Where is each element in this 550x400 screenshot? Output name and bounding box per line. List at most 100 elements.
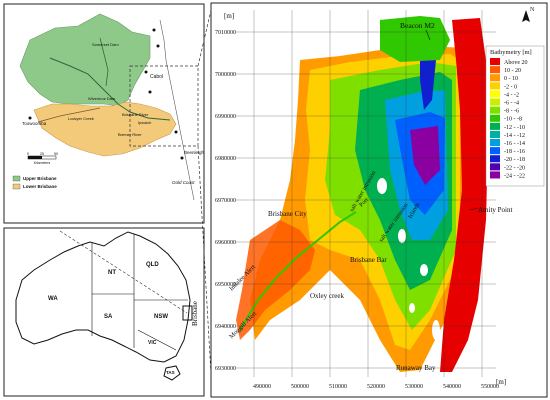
y-tick: 6990000 (215, 114, 236, 120)
y-tick: 6970000 (215, 198, 236, 204)
legend-swatch (490, 106, 500, 114)
brisbane-city-label: Brisbane City (268, 210, 307, 218)
legend-swatch (490, 155, 500, 163)
state-nsw: NSW (154, 314, 168, 320)
x-tick: 500000 (291, 384, 309, 390)
y-tick: 7000000 (215, 72, 236, 78)
x-tick: 530000 (405, 384, 423, 390)
town-dot (156, 44, 160, 48)
legend-swatch (490, 98, 500, 106)
legend-title: Bathymetry [m] (490, 49, 532, 56)
y-tick: 6940000 (215, 324, 236, 330)
state-sa: SA (104, 314, 113, 320)
state-wa: WA (48, 296, 58, 302)
y-tick: 6960000 (215, 240, 236, 246)
stradbroke-island (440, 18, 488, 372)
upper-tributary (99, 37, 109, 87)
town-dot (144, 70, 148, 74)
upper-legend-swatch (12, 175, 21, 182)
legend-swatch (490, 58, 500, 66)
legend-swatch (490, 74, 500, 82)
lower-legend-swatch (12, 183, 21, 190)
deep-channel (410, 126, 440, 185)
upper-legend-label: Upper Brisbane (23, 176, 57, 181)
north-green-zone (380, 16, 450, 62)
bathymetry-legend: Bathymetry [m] Above 20 10 - 20 0 - 10 -2 -… (485, 45, 545, 187)
legend-swatch (490, 90, 500, 98)
amity-point-label: Amity Point (478, 206, 512, 214)
caboolture-label: Cabol (150, 74, 163, 80)
legend-label: -16 - -14 (504, 141, 525, 147)
beacon-label: Beacon M2 (400, 21, 435, 30)
legend-label: -10 - -8 (504, 117, 522, 123)
scale-tick: 0 (27, 152, 29, 156)
legend-swatch (490, 82, 500, 90)
state-vic: VIC (148, 340, 157, 346)
y-tick: 7010000 (215, 30, 236, 36)
x-tick: 520000 (367, 384, 385, 390)
state-tas: TAS (166, 370, 175, 375)
island (420, 264, 428, 276)
brisbane-bar-label: Brisbane Bar (350, 256, 387, 264)
legend-label: 10 - 20 (504, 68, 521, 74)
legend-swatch (490, 122, 500, 130)
scale-bar: 0 25 50 Kilometers (27, 152, 58, 165)
legend-label: -18 - -16 (504, 149, 525, 155)
runaway-bay-label: Runaway Bay (396, 364, 436, 372)
wivenhoe-dam-label: Wivenhoe Dam (88, 96, 116, 101)
legend-swatch (490, 147, 500, 155)
state-qld: QLD (146, 262, 159, 268)
north-arrow: N (522, 7, 535, 22)
map-grid (236, 10, 496, 377)
bremer-river-label: Bremer River (118, 132, 142, 137)
australia-panel: WA NT SA QLD NSW VIC TAS Brisbane (3, 227, 205, 397)
town-dot (180, 156, 184, 160)
x-tick: 550000 (481, 384, 499, 390)
north-label: N (530, 7, 535, 13)
island (377, 178, 387, 194)
legend-label: -6 - -4 (504, 101, 519, 107)
toowoomba-label: Toowoomba (22, 121, 47, 126)
legend-label: 0 - 10 (504, 76, 518, 82)
coastline (159, 19, 195, 201)
y-ticks: 7010000 7000000 6990000 6980000 6970000 … (215, 30, 236, 372)
town-dot (28, 116, 32, 120)
somerset-dam-label: Somerset Dam (92, 42, 119, 47)
x-ticks: 490000 500000 510000 520000 530000 54000… (253, 384, 499, 390)
legend-label: -14 - -12 (504, 133, 525, 139)
state-nt: NT (108, 270, 116, 276)
tasmania-outline (163, 365, 181, 381)
catchment-legend: Upper Brisbane Lower Brisbane (12, 175, 57, 190)
legend-swatch (490, 163, 500, 171)
connector-line (197, 5, 213, 67)
legend-label: -2 - 0 (504, 84, 517, 90)
gold-coast-label: Gold Coast (172, 180, 195, 185)
connector-line (197, 145, 213, 393)
nsw-vic-border (137, 329, 177, 351)
bathymetry-map (236, 16, 488, 372)
oxley-creek-label: Oxley creek (310, 292, 345, 300)
catchment-panel: Cabol Somerset Dam Wivenhoe Dam Brisbane… (3, 3, 205, 224)
lockyer-creek-label: Lockyer Creek (68, 116, 94, 121)
beenleigh-label: Beenleigh (184, 150, 205, 155)
bathymetry-panel: [m] 7010000 7000000 6990000 6980000 6970… (210, 2, 548, 398)
ipswich-label: Ipswich (138, 120, 151, 125)
legend-label: -12 - -10 (504, 125, 525, 131)
town-dot (174, 130, 178, 134)
brisbane-location-box (182, 305, 193, 321)
y-tick: 6930000 (215, 366, 236, 372)
legend-label: -24 - -22 (504, 173, 525, 179)
scale-tick: 50 (54, 152, 58, 156)
study-area-box (129, 65, 199, 147)
island (409, 303, 415, 313)
north-arrow-icon (522, 10, 530, 22)
x-tick: 540000 (443, 384, 461, 390)
town-dot (148, 90, 152, 94)
island (432, 320, 440, 340)
x-tick: 510000 (329, 384, 347, 390)
y-axis-unit: [m] (224, 12, 234, 20)
town-dot (152, 28, 156, 32)
x-axis-unit: [m] (496, 378, 506, 386)
lockyer-creek-line (37, 107, 101, 123)
island (398, 229, 406, 243)
